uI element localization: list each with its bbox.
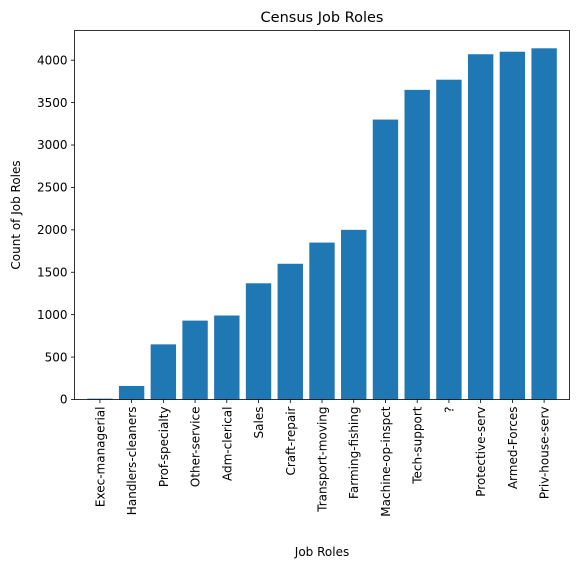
- chart-title: Census Job Roles: [261, 10, 384, 26]
- bar: [309, 242, 335, 400]
- bar: [245, 283, 272, 400]
- x-axis-ticks: Exec-managerial Handlers-cleaners Prof-spe…: [93, 399, 552, 517]
- bar: [118, 385, 145, 400]
- y-tick-label: 0: [60, 393, 68, 407]
- x-tick-label: Armed-Forces: [506, 407, 520, 490]
- x-tick-label: Priv-house-serv: [538, 407, 552, 500]
- x-tick-label: Handlers-cleaners: [125, 407, 139, 516]
- x-tick-label: Sales: [252, 407, 266, 439]
- y-tick-label: 4000: [37, 53, 68, 67]
- x-tick-label: Prof-specialty: [157, 407, 171, 488]
- y-tick-label: 500: [45, 350, 68, 364]
- x-tick-label: Tech-support: [411, 406, 425, 485]
- bars-group: [87, 48, 557, 400]
- bar: [372, 119, 399, 400]
- x-tick-label: ?: [442, 407, 456, 413]
- x-tick-label: Machine-op-inspct: [379, 406, 393, 516]
- y-tick-label: 1000: [37, 308, 68, 322]
- x-tick-label: Protective-serv: [474, 407, 488, 497]
- bar: [214, 315, 240, 400]
- plot-frame: [74, 30, 570, 400]
- y-tick-label: 1500: [37, 265, 68, 279]
- bar: [467, 54, 494, 400]
- bar: [150, 344, 177, 400]
- bar: [87, 398, 113, 400]
- y-tick-label: 3000: [37, 138, 68, 152]
- x-tick-label: Farming-fishing: [347, 407, 361, 499]
- y-tick-label: 2000: [37, 223, 68, 237]
- bar: [436, 79, 462, 400]
- bar: [182, 320, 208, 400]
- x-tick-label: Exec-managerial: [93, 407, 107, 508]
- x-tick-label: Other-service: [189, 407, 203, 488]
- y-tick-label: 3500: [37, 96, 68, 110]
- x-tick-label: Craft-repair: [284, 406, 298, 475]
- bar: [277, 263, 303, 400]
- x-tick-label: Transport-moving: [316, 407, 330, 513]
- x-tick-label: Adm-clerical: [220, 407, 234, 482]
- y-axis-title: Count of Job Roles: [9, 160, 23, 269]
- x-axis-title: Job Roles: [294, 545, 349, 559]
- bar: [531, 48, 557, 400]
- bar: [404, 89, 430, 400]
- y-axis-ticks: 0 500 1000 1500 2000 2500 3000 3500 4000: [37, 53, 75, 407]
- y-tick-label: 2500: [37, 181, 68, 195]
- bar: [341, 229, 367, 400]
- bar: [499, 51, 526, 400]
